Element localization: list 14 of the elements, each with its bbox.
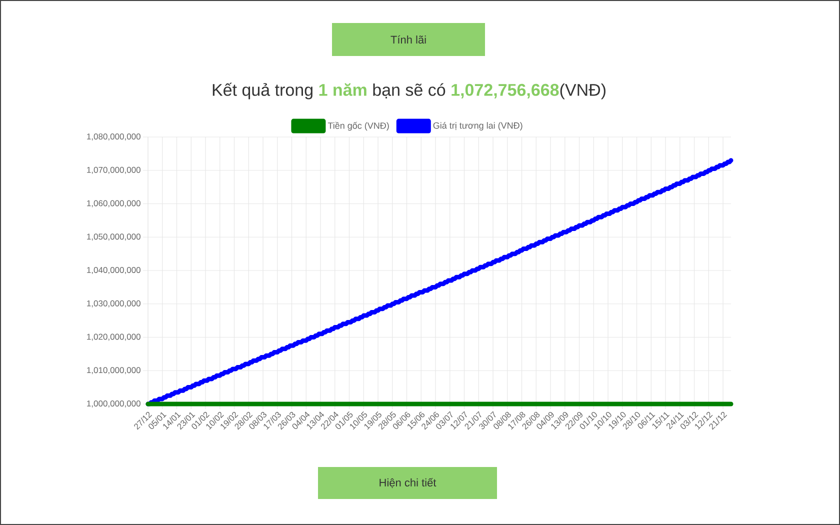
y-tick-label: 1,060,000,000 (87, 200, 140, 208)
legend-label: Giá trị tương lai (VNĐ) (433, 122, 522, 130)
chart-title: Kết quả trong 1 năm bạn sẽ có 1,072,756,668(VNĐ) (212, 82, 606, 100)
text: Hiện chi tiết (380, 478, 436, 488)
y-tick-label: 1,020,000,000 (87, 334, 140, 341)
legend-label: Tiền gốc (VNĐ) (328, 122, 389, 131)
y-tick-label: 1,070,000,000 (87, 166, 140, 174)
y-tick-label: 1,080,000,000 (87, 134, 140, 141)
y-tick-label: 1,010,000,000 (87, 367, 140, 374)
y-tick-label: 1,000,000,000 (87, 400, 140, 408)
y-tick-label: 1,040,000,000 (87, 266, 140, 274)
y-tick-label: 1,030,000,000 (87, 300, 140, 308)
text: Tính lãi (390, 35, 426, 44)
y-tick-label: 1,050,000,000 (87, 234, 140, 241)
